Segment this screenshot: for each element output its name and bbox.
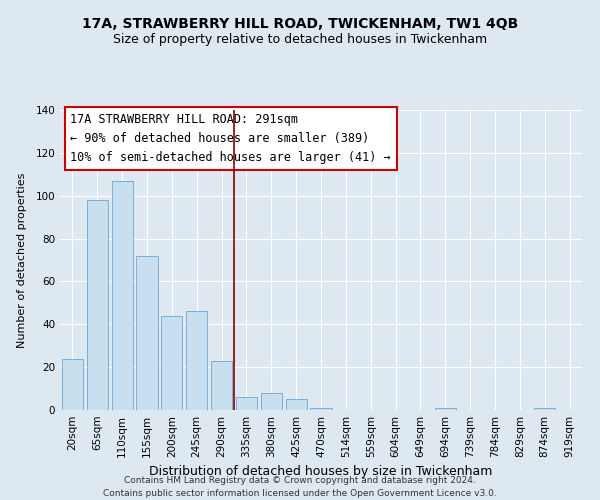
Bar — [186, 312, 207, 410]
Bar — [310, 408, 332, 410]
Bar — [136, 256, 158, 410]
Bar — [286, 400, 307, 410]
Bar — [112, 180, 133, 410]
Bar — [236, 397, 257, 410]
Text: Contains HM Land Registry data © Crown copyright and database right 2024.
Contai: Contains HM Land Registry data © Crown c… — [103, 476, 497, 498]
Bar — [87, 200, 108, 410]
Bar — [62, 358, 83, 410]
Bar — [435, 408, 456, 410]
Text: Size of property relative to detached houses in Twickenham: Size of property relative to detached ho… — [113, 32, 487, 46]
Bar — [161, 316, 182, 410]
Y-axis label: Number of detached properties: Number of detached properties — [17, 172, 27, 348]
Text: 17A STRAWBERRY HILL ROAD: 291sqm
← 90% of detached houses are smaller (389)
10% : 17A STRAWBERRY HILL ROAD: 291sqm ← 90% o… — [70, 113, 391, 164]
Text: 17A, STRAWBERRY HILL ROAD, TWICKENHAM, TW1 4QB: 17A, STRAWBERRY HILL ROAD, TWICKENHAM, T… — [82, 18, 518, 32]
Bar — [211, 360, 232, 410]
Bar — [261, 393, 282, 410]
Bar — [534, 408, 555, 410]
X-axis label: Distribution of detached houses by size in Twickenham: Distribution of detached houses by size … — [149, 466, 493, 478]
